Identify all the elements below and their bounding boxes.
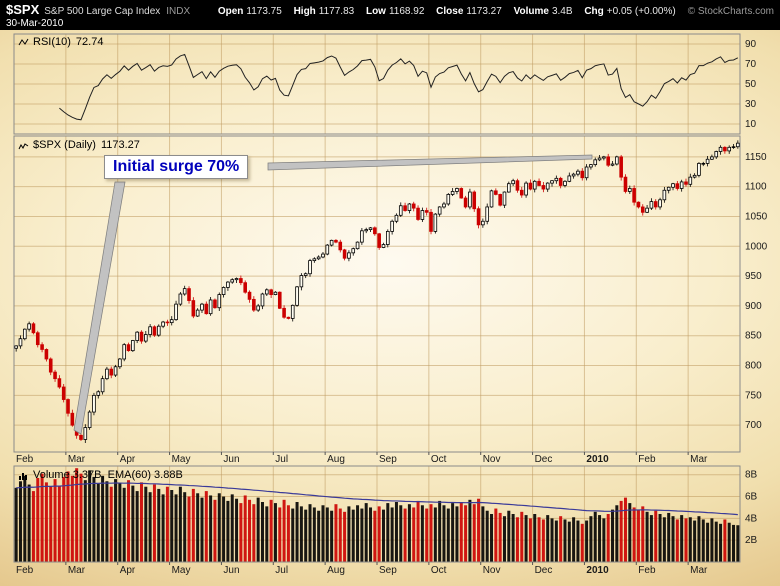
svg-text:900: 900 — [745, 301, 762, 312]
rsi-panel-border — [13, 33, 741, 135]
rsi-panel-title: RSI(10) 72.74 — [18, 36, 103, 48]
month-tick-marks — [65, 452, 689, 565]
svg-text:8B: 8B — [745, 470, 758, 481]
svg-text:Sep: Sep — [379, 565, 397, 576]
svg-text:850: 850 — [745, 331, 762, 342]
open-value: 1173.75 — [246, 6, 282, 17]
svg-text:Jun: Jun — [223, 565, 239, 576]
svg-text:Jun: Jun — [223, 454, 239, 465]
volume-panel-title: Volume 3.37B, EMA(60) 3.88B — [18, 469, 183, 481]
high-value: 1177.83 — [318, 6, 355, 17]
svg-text:May: May — [172, 565, 191, 576]
svg-text:Nov: Nov — [483, 565, 501, 576]
svg-text:Aug: Aug — [327, 454, 345, 465]
price-value: 1173.27 — [100, 139, 140, 151]
price-chart-icon — [18, 142, 29, 149]
svg-text:50: 50 — [745, 79, 757, 90]
stockcharts-copyright: © StockCharts.com — [687, 6, 774, 17]
volume-label: Volume — [513, 6, 549, 17]
svg-text:1150: 1150 — [745, 152, 767, 163]
svg-text:May: May — [172, 454, 191, 465]
svg-text:Jul: Jul — [275, 454, 288, 465]
close-label: Close — [436, 6, 464, 17]
symbol-name: S&P 500 Large Cap Index — [44, 6, 161, 17]
svg-text:2010: 2010 — [586, 454, 609, 465]
svg-text:Dec: Dec — [535, 454, 553, 465]
chart-canvas: 90 70 50 30 10 1150 1100 1050 1000 950 900 850 800 75… — [13, 33, 768, 576]
svg-text:700: 700 — [745, 420, 762, 431]
svg-text:Oct: Oct — [431, 565, 447, 576]
svg-text:Aug: Aug — [327, 565, 345, 576]
svg-text:1050: 1050 — [745, 211, 768, 222]
price-label: $SPX (Daily) — [33, 139, 96, 151]
svg-text:Apr: Apr — [120, 565, 136, 576]
svg-text:Feb: Feb — [16, 565, 34, 576]
svg-text:Mar: Mar — [68, 454, 86, 465]
header-row-quote: $SPX S&P 500 Large Cap Index INDX Open 11… — [6, 2, 774, 17]
volume-ema-line — [16, 482, 738, 516]
svg-text:10: 10 — [745, 119, 757, 130]
open-label: Open — [217, 6, 244, 17]
svg-text:Nov: Nov — [483, 454, 501, 465]
svg-text:Apr: Apr — [120, 454, 136, 465]
svg-text:1000: 1000 — [745, 241, 768, 252]
gridlines — [14, 34, 740, 562]
chart-date: 30-Mar-2010 — [6, 18, 64, 29]
svg-text:Mar: Mar — [68, 565, 86, 576]
svg-text:Dec: Dec — [535, 565, 553, 576]
quote-strip: Open 1173.75 High 1177.83 Low 1168.92 Close… — [209, 6, 676, 17]
volume-bars-icon — [19, 472, 27, 480]
axis-tick-labels: 90 70 50 30 10 1150 1100 1050 1000 950 900 850 800 75… — [745, 39, 768, 546]
volume-indicator-label: Volume 3.37B, EMA(60) 3.88B — [33, 469, 183, 481]
svg-text:2B: 2B — [745, 535, 758, 546]
svg-text:30: 30 — [745, 99, 757, 110]
low-value: 1168.92 — [388, 6, 425, 17]
annotation-callout-lines — [73, 154, 593, 435]
svg-text:Oct: Oct — [431, 454, 447, 465]
svg-text:800: 800 — [745, 361, 762, 372]
svg-text:90: 90 — [745, 39, 757, 50]
svg-text:Feb: Feb — [16, 454, 34, 465]
annotation-box: Initial surge 70% — [104, 155, 249, 179]
svg-text:Sep: Sep — [379, 454, 397, 465]
annotation-text: Initial surge 70% — [113, 158, 240, 175]
svg-text:Jul: Jul — [275, 565, 288, 576]
chg-label: Chg — [584, 6, 604, 17]
svg-text:6B: 6B — [745, 492, 758, 503]
svg-text:Feb: Feb — [638, 565, 656, 576]
volume-value: 3.4B — [551, 6, 573, 17]
svg-text:2010: 2010 — [586, 565, 609, 576]
rsi-label: RSI(10) — [33, 36, 71, 48]
svg-text:950: 950 — [745, 271, 762, 282]
price-panel-title: $SPX (Daily) 1173.27 — [18, 139, 140, 151]
svg-text:70: 70 — [745, 59, 757, 70]
high-label: High — [293, 6, 316, 17]
svg-text:4B: 4B — [745, 513, 758, 524]
volume-bars — [14, 468, 740, 562]
rsi-line — [59, 53, 739, 121]
svg-text:Mar: Mar — [690, 454, 708, 465]
close-value: 1173.27 — [466, 6, 502, 17]
indicator-squiggle-icon — [18, 38, 29, 45]
symbol: $SPX — [6, 2, 40, 17]
chg-value: +0.05 (+0.00%) — [606, 6, 676, 17]
svg-text:Mar: Mar — [690, 565, 708, 576]
svg-text:Feb: Feb — [638, 454, 656, 465]
symbol-exchange: INDX — [166, 6, 191, 17]
chart-plot-area: 90 70 50 30 10 1150 1100 1050 1000 950 900 850 800 75… — [0, 30, 780, 586]
svg-text:750: 750 — [745, 390, 762, 401]
low-label: Low — [365, 6, 386, 17]
chart-header: $SPX S&P 500 Large Cap Index INDX Open 11… — [0, 0, 780, 30]
month-axis-labels: Feb Mar Apr May Jun Jul Aug Sep Oct Nov Dec 2010 Feb… — [16, 454, 708, 576]
candlesticks — [14, 140, 740, 443]
svg-text:1100: 1100 — [745, 182, 767, 193]
rsi-value: 72.74 — [75, 36, 104, 48]
